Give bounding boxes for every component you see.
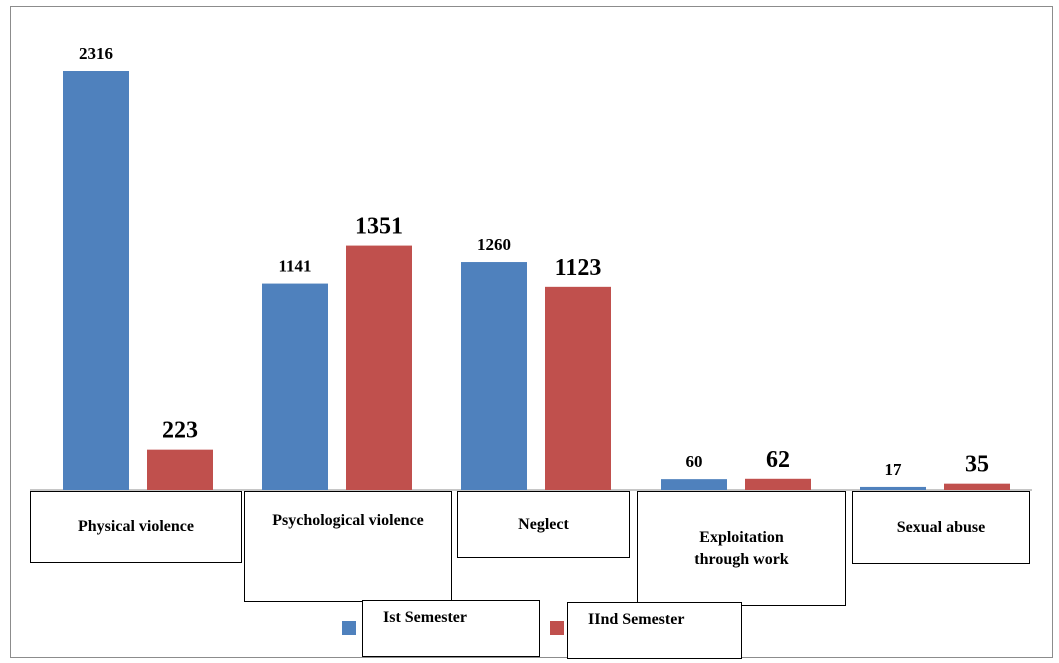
data-label-psychological-violence-series-2: 1351	[355, 214, 403, 240]
category-label-sexual-abuse: Sexual abuse	[852, 491, 1030, 564]
bar-psychological-violence-series-1	[262, 283, 328, 490]
bar-exploitation-through-work-series-1	[661, 479, 727, 490]
data-label-physical-violence-series-2: 223	[162, 418, 198, 444]
bar-physical-violence-series-1	[63, 71, 129, 490]
bar-physical-violence-series-2	[147, 449, 213, 490]
bar-sexual-abuse-series-2	[944, 483, 1010, 490]
category-label-psychological-violence: Psychological violence	[244, 491, 452, 602]
data-label-psychological-violence-series-1: 1141	[278, 257, 311, 276]
data-label-sexual-abuse-series-2: 35	[965, 452, 989, 478]
data-label-sexual-abuse-series-1: 17	[885, 460, 903, 479]
legend-swatch-iind-semester	[550, 621, 564, 635]
data-label-neglect-series-2: 1123	[555, 255, 602, 281]
legend-label-iind-semester: IInd Semester	[567, 602, 742, 659]
category-label-physical-violence: Physical violence	[30, 491, 242, 563]
category-label-neglect: Neglect	[457, 491, 630, 558]
bar-neglect-series-2	[545, 286, 611, 490]
legend-label-ist-semester: Ist Semester	[362, 600, 540, 657]
bar-sexual-abuse-series-1	[860, 486, 926, 490]
category-label-exploitation-through-work: Exploitation through work	[637, 491, 846, 606]
data-label-exploitation-through-work-series-1: 60	[686, 452, 703, 471]
data-labels-group: 2316 1141 1260 60 17 223 1351 1123 62 35	[79, 44, 989, 479]
legend-swatch-ist-semester	[342, 621, 356, 635]
bars-group	[63, 71, 1010, 490]
bar-neglect-series-1	[461, 262, 527, 490]
bar-psychological-violence-series-2	[346, 245, 412, 490]
data-label-physical-violence-series-1: 2316	[79, 44, 113, 63]
bar-exploitation-through-work-series-2	[745, 478, 811, 490]
data-label-neglect-series-1: 1260	[477, 235, 511, 254]
data-label-exploitation-through-work-series-2: 62	[766, 447, 790, 473]
